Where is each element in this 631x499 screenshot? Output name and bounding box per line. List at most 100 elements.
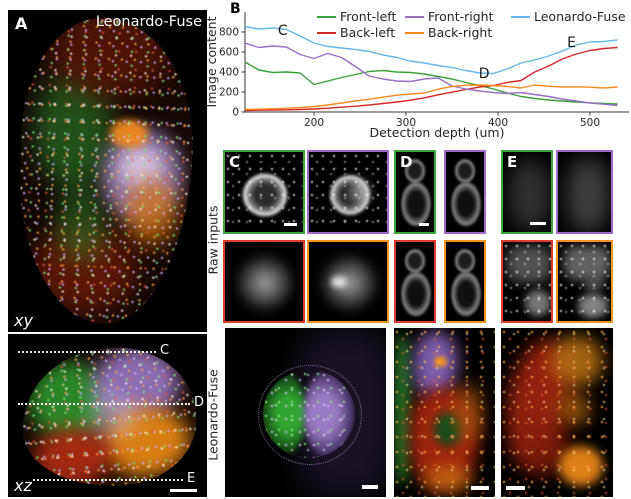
raw-image-c-back-left xyxy=(223,240,305,323)
panel-c-label: C xyxy=(229,153,241,171)
raw-image-c-front-left: C xyxy=(223,150,305,234)
texture-blob xyxy=(566,158,610,232)
panel-a-xy-image: A Leonardo-Fuse xy xyxy=(8,10,207,332)
slice-line xyxy=(18,403,190,405)
xy-view-label: xy xyxy=(14,311,33,330)
scale-bar xyxy=(419,223,429,226)
raw-image-e-back-right xyxy=(556,240,613,323)
legend-item-front-right: Front-right xyxy=(405,9,511,24)
x-tick-label: 200 xyxy=(304,117,324,129)
texture-blob xyxy=(456,383,482,443)
embryo-xz xyxy=(16,340,202,494)
raw-image-d-front-left: D xyxy=(394,150,436,234)
chart-legend: Front-left Front-right Leonardo-Fuse Back-l… xyxy=(317,9,626,40)
legend-item-back-right: Back-right xyxy=(405,25,511,40)
scale-bar xyxy=(506,486,525,490)
legend-swatch-icon xyxy=(317,31,336,34)
series-leonardo-fuse xyxy=(244,25,618,75)
texture-blob xyxy=(404,248,426,274)
texture-blob xyxy=(551,336,603,386)
fused-image-d xyxy=(394,328,495,497)
texture-blob xyxy=(525,290,551,316)
texture-blob xyxy=(584,276,604,292)
series-front-left xyxy=(244,61,618,105)
x-tick-label: 300 xyxy=(396,117,416,129)
legend-swatch-icon xyxy=(317,15,336,18)
panel-a-xz-image: C D E xz xyxy=(8,334,207,497)
raw-image-d-front-right xyxy=(444,150,486,234)
xz-view-label: xz xyxy=(14,476,32,495)
legend-label: Back-left xyxy=(340,25,396,40)
scale-bar xyxy=(471,486,489,490)
texture-blob xyxy=(424,466,472,492)
texture-blob xyxy=(507,246,551,282)
texture-blob xyxy=(578,294,608,318)
fused-image-c xyxy=(225,328,386,497)
texture-blob xyxy=(450,180,482,228)
texture-blob xyxy=(564,246,610,280)
legend-row: Back-left Back-right xyxy=(317,25,626,40)
raw-inputs-row-label: Raw inputs xyxy=(205,205,221,275)
legend-label: Back-right xyxy=(428,25,493,40)
embryo-xy xyxy=(14,15,198,327)
legend-label: Leonardo-Fuse xyxy=(534,9,626,24)
series-back-left xyxy=(244,46,618,112)
panel-e-label: E xyxy=(507,153,518,171)
legend-label: Front-right xyxy=(428,9,494,24)
texture-blob xyxy=(454,158,476,184)
texture-blob xyxy=(557,392,591,426)
slice-label: C xyxy=(160,343,170,358)
panel-b-label: B xyxy=(230,1,241,17)
raw-image-d-back-right xyxy=(444,240,486,323)
legend-item-front-left: Front-left xyxy=(317,9,405,24)
y-tick-label: 0 xyxy=(232,107,239,119)
raw-image-c-front-right xyxy=(307,150,389,234)
series-front-right xyxy=(244,42,618,107)
texture-blob xyxy=(351,180,369,204)
line-chart: 200 300 400 500 0 200 400 600 800 Detection depth… xyxy=(205,12,629,140)
texture-blob xyxy=(400,180,432,228)
fused-image-e xyxy=(501,328,613,497)
texture-blob xyxy=(233,252,297,314)
panel-d-label: D xyxy=(400,153,413,171)
scale-bar xyxy=(362,485,378,489)
texture-blob xyxy=(434,356,447,367)
y-tick-label: 800 xyxy=(219,27,239,39)
panel-a-label: A xyxy=(15,14,28,33)
series-back-right xyxy=(244,84,618,111)
x-tick-label: 400 xyxy=(488,117,508,129)
y-axis-label: Image content xyxy=(205,16,219,107)
texture-blob xyxy=(404,158,426,184)
y-tick-label: 200 xyxy=(219,87,239,99)
legend-swatch-icon xyxy=(405,15,424,18)
texture-blob xyxy=(454,248,476,274)
texture-blob xyxy=(509,160,551,230)
raw-image-e-front-right xyxy=(556,150,613,234)
slice-label: E xyxy=(187,471,196,486)
chart-annotation-d: D xyxy=(479,66,490,82)
y-tick-label: 600 xyxy=(219,47,239,59)
texture-blob xyxy=(400,270,432,318)
texture-blob xyxy=(317,252,381,314)
legend-label: Front-left xyxy=(340,9,397,24)
texture-blob xyxy=(450,270,482,318)
legend-row: Front-left Front-right Leonardo-Fuse xyxy=(317,9,626,24)
slice-line xyxy=(18,351,156,353)
dotted-outline xyxy=(258,365,362,465)
slice-label: D xyxy=(194,395,205,410)
scale-bar xyxy=(530,222,546,225)
chart-annotation-e: E xyxy=(567,35,576,51)
texture-blob xyxy=(239,170,291,220)
texture-blob xyxy=(394,334,410,484)
legend-swatch-icon xyxy=(405,31,424,34)
texture-blob xyxy=(110,119,150,148)
texture-blob xyxy=(331,276,347,288)
legend-swatch-icon xyxy=(511,15,530,18)
fused-row-label: Leonardo-Fuse xyxy=(205,369,221,461)
raw-image-e-back-left xyxy=(501,240,553,323)
panel-a-title: Leonardo-Fuse xyxy=(95,14,202,30)
y-tick-label: 400 xyxy=(219,67,239,79)
legend-item-back-left: Back-left xyxy=(317,25,405,40)
legend-item-leonardo-fuse: Leonardo-Fuse xyxy=(511,9,626,24)
